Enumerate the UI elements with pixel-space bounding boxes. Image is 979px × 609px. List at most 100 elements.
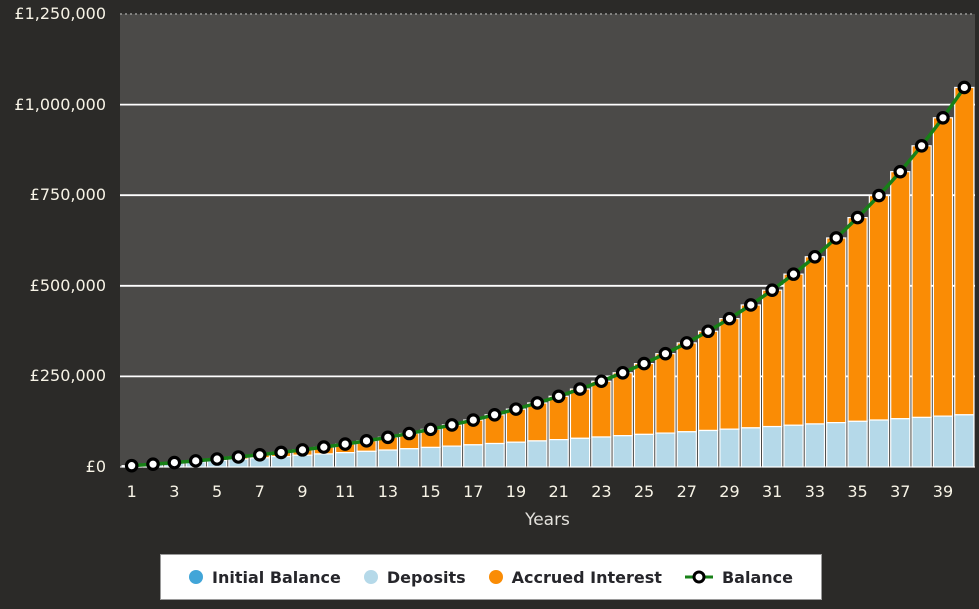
- balance-marker-year-14[interactable]: [402, 426, 417, 441]
- bar-year-26[interactable]: [655, 353, 676, 468]
- deposits-segment[interactable]: [377, 449, 399, 468]
- balance-marker-year-38[interactable]: [914, 139, 929, 153]
- accrued-interest-segment[interactable]: [740, 304, 761, 429]
- balance-marker-year-18[interactable]: [487, 408, 502, 422]
- balance-marker-year-35[interactable]: [850, 210, 865, 225]
- balance-marker-year-29[interactable]: [722, 311, 737, 326]
- deposits-segment[interactable]: [356, 450, 377, 468]
- deposits-segment[interactable]: [911, 416, 932, 468]
- balance-marker-year-5[interactable]: [210, 452, 224, 466]
- deposits-segment[interactable]: [569, 437, 591, 468]
- deposits-segment[interactable]: [804, 423, 826, 468]
- deposits-segment[interactable]: [868, 419, 890, 468]
- accrued-interest-segment[interactable]: [633, 363, 655, 435]
- balance-marker-year-4[interactable]: [188, 454, 203, 468]
- deposits-segment[interactable]: [399, 448, 420, 468]
- accrued-interest-segment[interactable]: [868, 194, 890, 421]
- deposits-segment[interactable]: [505, 441, 527, 468]
- deposits-segment[interactable]: [719, 428, 740, 468]
- bar-year-19[interactable]: [505, 408, 527, 468]
- deposits-segment[interactable]: [591, 436, 612, 468]
- balance-marker-year-34[interactable]: [829, 231, 844, 245]
- balance-marker-year-6[interactable]: [231, 450, 246, 464]
- balance-marker-year-33[interactable]: [808, 249, 822, 264]
- legend-item-deposits[interactable]: Deposits: [363, 568, 466, 587]
- deposits-segment[interactable]: [890, 418, 911, 468]
- accrued-interest-segment[interactable]: [847, 217, 868, 422]
- balance-marker-year-26[interactable]: [658, 346, 673, 361]
- deposits-segment[interactable]: [826, 422, 847, 468]
- bar-year-40[interactable]: [954, 86, 975, 468]
- accrued-interest-segment[interactable]: [804, 256, 826, 425]
- bar-year-31[interactable]: [761, 289, 783, 468]
- legend-item-accrued-interest[interactable]: Accrued Interest: [488, 568, 662, 587]
- legend-item-balance[interactable]: Balance: [684, 568, 793, 587]
- bar-year-38[interactable]: [911, 145, 932, 468]
- bar-year-35[interactable]: [847, 217, 868, 468]
- bar-year-18[interactable]: [484, 414, 505, 468]
- legend-item-initial-balance[interactable]: Initial Balance: [189, 568, 341, 587]
- balance-marker-year-22[interactable]: [573, 382, 587, 396]
- accrued-interest-segment[interactable]: [826, 237, 847, 424]
- accrued-interest-segment[interactable]: [954, 86, 975, 416]
- balance-marker-year-11[interactable]: [338, 437, 352, 451]
- accrued-interest-segment[interactable]: [932, 117, 954, 417]
- bar-year-37[interactable]: [890, 171, 911, 468]
- bar-year-21[interactable]: [548, 395, 569, 468]
- balance-marker-year-23[interactable]: [594, 374, 609, 389]
- bar-year-23[interactable]: [591, 380, 612, 468]
- balance-marker-year-30[interactable]: [744, 298, 758, 312]
- balance-marker-year-13[interactable]: [381, 430, 395, 445]
- deposits-segment[interactable]: [548, 439, 569, 468]
- balance-marker-year-40[interactable]: [957, 80, 972, 95]
- balance-marker-year-20[interactable]: [530, 396, 545, 410]
- deposits-segment[interactable]: [847, 420, 868, 468]
- deposits-segment[interactable]: [783, 424, 804, 468]
- deposits-segment[interactable]: [335, 452, 356, 468]
- balance-marker-year-3[interactable]: [167, 455, 182, 470]
- balance-marker-year-12[interactable]: [359, 434, 374, 448]
- bar-year-39[interactable]: [932, 117, 954, 468]
- balance-marker-year-16[interactable]: [445, 418, 459, 432]
- accrued-interest-segment[interactable]: [612, 372, 633, 437]
- balance-marker-year-10[interactable]: [317, 440, 331, 454]
- bar-year-24[interactable]: [612, 372, 633, 468]
- accrued-interest-segment[interactable]: [911, 145, 932, 419]
- balance-marker-year-2[interactable]: [146, 457, 160, 471]
- deposits-segment[interactable]: [655, 432, 676, 468]
- accrued-interest-segment[interactable]: [761, 289, 783, 428]
- deposits-segment[interactable]: [527, 440, 548, 468]
- bar-year-22[interactable]: [569, 388, 591, 468]
- deposits-segment[interactable]: [612, 435, 633, 468]
- balance-marker-year-25[interactable]: [637, 356, 651, 371]
- accrued-interest-segment[interactable]: [676, 342, 697, 433]
- bar-year-32[interactable]: [783, 273, 804, 468]
- balance-marker-year-15[interactable]: [423, 422, 438, 437]
- balance-marker-year-28[interactable]: [701, 324, 715, 339]
- deposits-segment[interactable]: [697, 429, 719, 468]
- balance-marker-year-24[interactable]: [615, 365, 630, 380]
- deposits-segment[interactable]: [761, 425, 783, 468]
- bar-year-34[interactable]: [826, 237, 847, 468]
- bar-year-25[interactable]: [633, 363, 655, 468]
- balance-marker-year-36[interactable]: [872, 188, 886, 203]
- accrued-interest-segment[interactable]: [569, 388, 591, 439]
- balance-marker-year-21[interactable]: [551, 389, 566, 404]
- balance-marker-year-8[interactable]: [274, 445, 288, 460]
- deposits-segment[interactable]: [292, 454, 313, 468]
- balance-marker-year-7[interactable]: [252, 448, 267, 462]
- accrued-interest-segment[interactable]: [655, 353, 676, 434]
- deposits-segment[interactable]: [954, 414, 975, 468]
- deposits-segment[interactable]: [633, 433, 655, 468]
- bar-year-20[interactable]: [527, 402, 548, 468]
- balance-marker-year-32[interactable]: [786, 267, 801, 281]
- deposits-segment[interactable]: [484, 442, 505, 468]
- deposits-segment[interactable]: [932, 415, 954, 468]
- deposits-segment[interactable]: [420, 446, 441, 468]
- balance-marker-year-19[interactable]: [509, 402, 523, 416]
- accrued-interest-segment[interactable]: [697, 330, 719, 432]
- deposits-segment[interactable]: [313, 453, 334, 468]
- balance-marker-year-31[interactable]: [765, 283, 779, 297]
- deposits-segment[interactable]: [463, 444, 484, 468]
- bar-year-36[interactable]: [868, 194, 890, 468]
